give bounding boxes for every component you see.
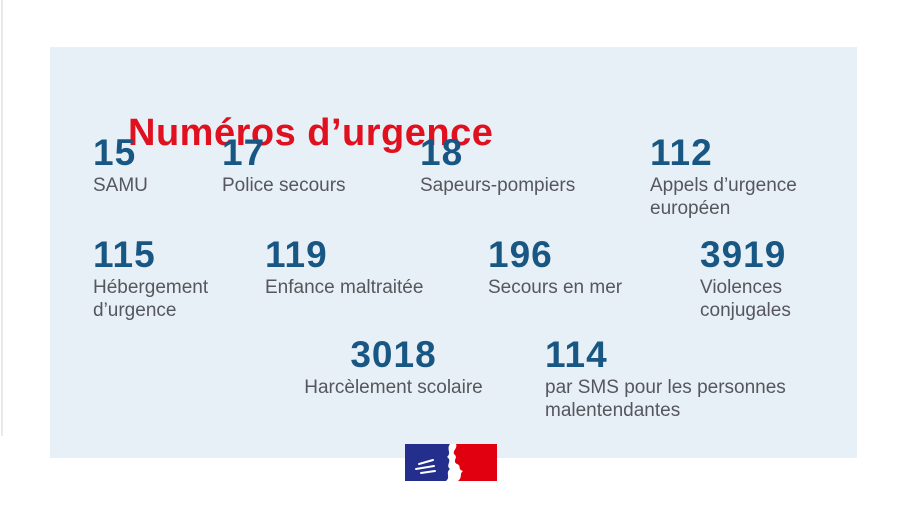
french-government-marianne-logo bbox=[405, 444, 497, 481]
emergency-label: Police secours bbox=[222, 175, 346, 196]
emergency-item-sapeurs-pompiers: 18 Sapeurs-pompiers bbox=[420, 134, 575, 197]
emergency-label: SAMU bbox=[93, 175, 148, 196]
emergency-number: 18 bbox=[420, 132, 464, 173]
window-edge bbox=[1, 0, 3, 436]
emergency-label: par SMS pour les personnes malentendante… bbox=[545, 377, 786, 421]
emergency-label: Violences conjugales bbox=[700, 277, 791, 321]
page-title: Numéros d’urgence bbox=[128, 112, 494, 154]
emergency-number: 3919 bbox=[700, 234, 787, 275]
emergency-number: 115 bbox=[93, 234, 156, 275]
emergency-number: 114 bbox=[545, 334, 608, 375]
emergency-item-secours-en-mer: 196 Secours en mer bbox=[488, 236, 622, 299]
emergency-number: 119 bbox=[265, 234, 328, 275]
emergency-label: Secours en mer bbox=[488, 277, 623, 298]
emergency-label: Sapeurs-pompiers bbox=[420, 175, 576, 196]
emergency-item-samu: 15 SAMU bbox=[93, 134, 148, 197]
wind-lines-icon bbox=[415, 459, 436, 474]
emergency-label: Harcèlement scolaire bbox=[304, 377, 483, 398]
emergency-label: Appels d’urgence européen bbox=[650, 175, 797, 219]
card-panel: Numéros d’urgence bbox=[50, 47, 857, 458]
emergency-number: 17 bbox=[222, 132, 266, 173]
emergency-item-violences-conjugales: 3919 Violences conjugales bbox=[700, 236, 825, 322]
emergency-item-harcelement-scolaire: 3018 Harcèlement scolaire bbox=[296, 336, 491, 399]
emergency-number: 196 bbox=[488, 234, 553, 275]
emergency-label: Enfance maltraitée bbox=[265, 277, 424, 298]
emergency-label: Hébergement d’urgence bbox=[93, 277, 209, 321]
emergency-item-hebergement-urgence: 115 Hébergement d’urgence bbox=[93, 236, 238, 322]
emergency-number: 3018 bbox=[350, 334, 437, 375]
emergency-number: 15 bbox=[93, 132, 137, 173]
emergency-item-sms-malentendantes: 114 par SMS pour les personnes malentend… bbox=[545, 336, 810, 422]
emergency-item-police-secours: 17 Police secours bbox=[222, 134, 346, 197]
emergency-item-enfance-maltraitee: 119 Enfance maltraitée bbox=[265, 236, 423, 299]
emergency-item-appels-urgence-europeen: 112 Appels d’urgence européen bbox=[650, 134, 825, 220]
flag-red-block bbox=[453, 444, 497, 481]
emergency-number: 112 bbox=[650, 132, 713, 173]
